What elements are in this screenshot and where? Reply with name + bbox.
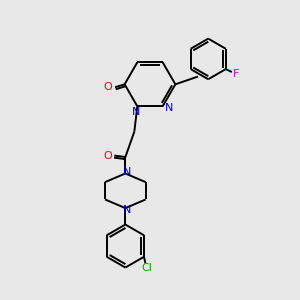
Text: O: O: [104, 82, 112, 92]
Text: N: N: [123, 167, 131, 177]
Text: N: N: [132, 107, 140, 117]
Text: O: O: [103, 151, 112, 160]
Text: N: N: [123, 205, 131, 214]
Text: Cl: Cl: [141, 263, 152, 273]
Text: N: N: [165, 103, 173, 113]
Text: F: F: [233, 69, 239, 79]
